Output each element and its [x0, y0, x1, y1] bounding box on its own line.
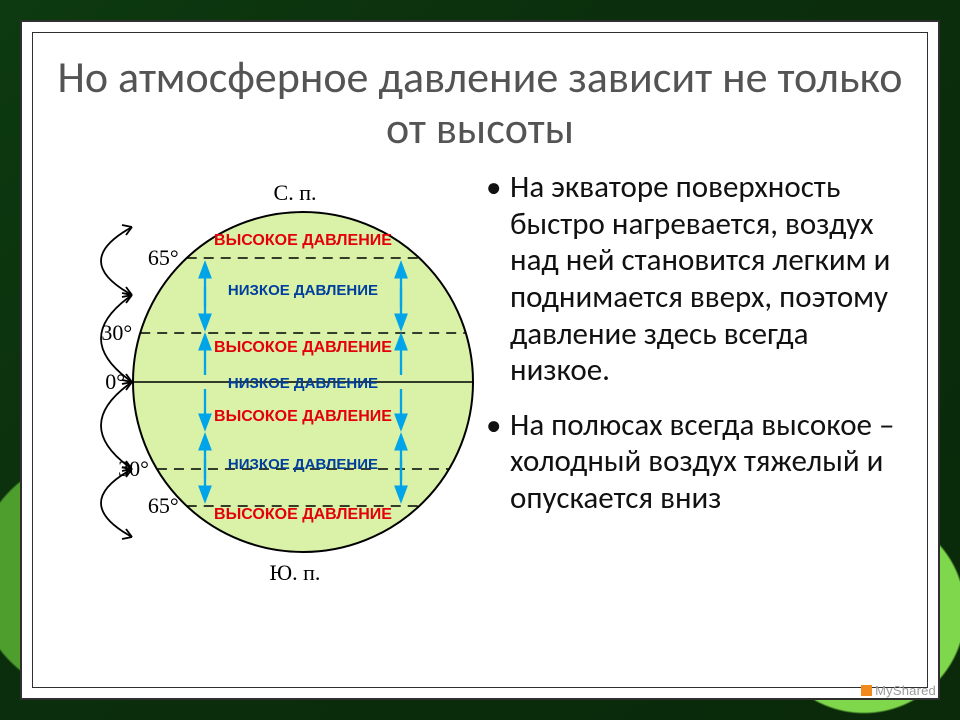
svg-text:0°: 0°: [105, 369, 125, 394]
svg-text:НИЗКОЕ ДАВЛЕНИЕ: НИЗКОЕ ДАВЛЕНИЕ: [228, 456, 378, 473]
svg-text:НИЗКОЕ ДАВЛЕНИЕ: НИЗКОЕ ДАВЛЕНИЕ: [228, 375, 378, 392]
svg-text:30°: 30°: [118, 456, 149, 481]
slide-content: Но атмосферное давление зависит не тольк…: [44, 44, 916, 676]
svg-text:65°: 65°: [148, 245, 179, 270]
watermark-text: MyShared: [875, 683, 936, 698]
pressure-globe-diagram: С. п. Ю. п. 65° 30° 0° 30° 65° ВЫСОКОЕ ДАВЛЕНИЕ…: [48, 167, 478, 597]
svg-text:65°: 65°: [148, 493, 179, 518]
svg-text:С. п.: С. п.: [274, 180, 317, 205]
svg-text:ВЫСОКОЕ ДАВЛЕНИЕ: ВЫСОКОЕ ДАВЛЕНИЕ: [214, 339, 392, 356]
bullet-item: На полюсах всегда высокое – холодный воз…: [510, 407, 908, 517]
slide-frame: Но атмосферное давление зависит не тольк…: [20, 20, 940, 700]
content-row: С. п. Ю. п. 65° 30° 0° 30° 65° ВЫСОКОЕ ДАВЛЕНИЕ…: [44, 167, 916, 602]
svg-text:Ю. п.: Ю. п.: [270, 560, 321, 585]
diagram-container: С. п. Ю. п. 65° 30° 0° 30° 65° ВЫСОКОЕ ДАВЛЕНИЕ…: [48, 167, 478, 602]
slide-title: Но атмосферное давление зависит не тольк…: [44, 44, 916, 167]
watermark-icon: [861, 685, 872, 696]
bullet-list: На экваторе поверхность быстро нагревает…: [482, 167, 912, 534]
svg-text:30°: 30°: [101, 320, 132, 345]
svg-text:ВЫСОКОЕ ДАВЛЕНИЕ: ВЫСОКОЕ ДАВЛЕНИЕ: [214, 408, 392, 425]
svg-text:ВЫСОКОЕ ДАВЛЕНИЕ: ВЫСОКОЕ ДАВЛЕНИЕ: [214, 506, 392, 523]
svg-text:ВЫСОКОЕ ДАВЛЕНИЕ: ВЫСОКОЕ ДАВЛЕНИЕ: [214, 232, 392, 249]
watermark: MyShared: [861, 683, 936, 698]
svg-text:НИЗКОЕ ДАВЛЕНИЕ: НИЗКОЕ ДАВЛЕНИЕ: [228, 282, 378, 299]
bullet-item: На экваторе поверхность быстро нагревает…: [510, 169, 908, 388]
